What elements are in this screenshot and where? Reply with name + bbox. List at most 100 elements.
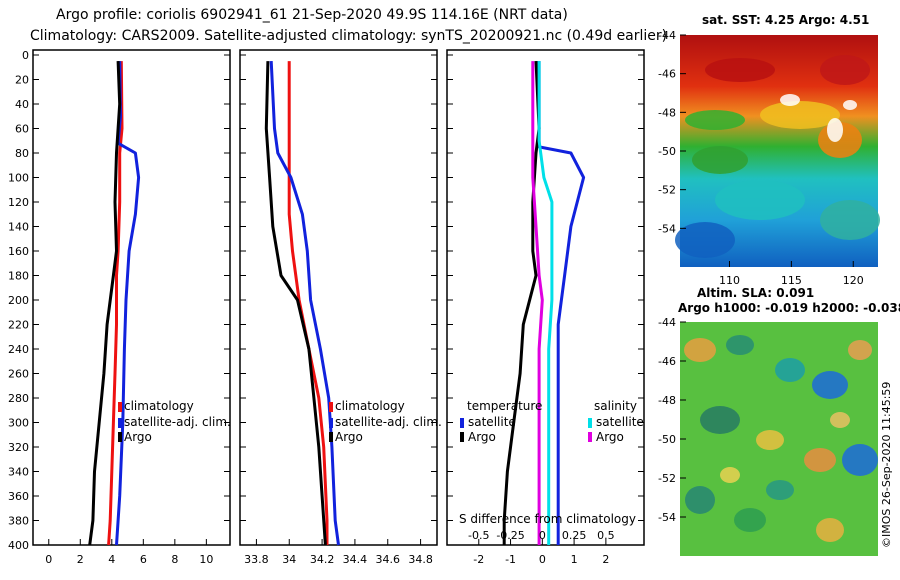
legend-swatch-satellite-adj [118,418,122,428]
sst-patch [820,200,880,240]
legend-swatch-argo [329,432,333,442]
legend-temp-argo: Argo [468,430,496,444]
legend-swatch-climatology [329,402,333,412]
sla-patch [848,340,872,360]
depth-tick-label: 300 [8,417,29,430]
sla-patch [775,358,805,382]
sst-patch [692,146,748,174]
legend-temperature-title: temperature [467,399,542,413]
depth-tick-label: 0 [22,49,29,62]
legend-sal-argo: Argo [596,430,624,444]
x-tick-label: 6 [140,553,147,566]
sla-y-tick-label: -50 [658,433,676,446]
x-tick-label: 33.8 [244,553,269,566]
imos-credit: ©IMOS 26-Sep-2020 11:45:59 [880,382,893,548]
title-line-2: Climatology: CARS2009. Satellite-adjuste… [30,28,667,44]
legend-argo: Argo [335,430,363,444]
depth-tick-label: 100 [8,172,29,185]
salinity-diff-tick-label: -0.25 [496,529,524,542]
x-tick-label: 1 [571,553,578,566]
temperature-frame [32,49,231,546]
depth-tick-label: 200 [8,294,29,307]
series-salinity-argo [531,61,544,545]
sla-patch [830,412,850,428]
depth-tick-label: 400 [8,539,29,552]
sla-patch [720,467,740,483]
depth-tick-label: 320 [8,441,29,454]
sla-map-title-1: Altim. SLA: 0.091 [697,286,814,300]
sst-y-tick-label: -48 [658,106,676,119]
x-tick-label: 8 [171,553,178,566]
salinity-diff-tick-label: 0.25 [562,529,587,542]
sst-y-tick-label: -50 [658,145,676,158]
sla-patch [726,335,754,355]
depth-tick-label: 60 [15,123,29,136]
series-argo [264,61,327,546]
sst-y-tick-label: -44 [658,29,676,42]
legend-climatology: climatology [124,399,194,413]
depth-tick-label: 160 [8,245,29,258]
temperature-panel: 0204060801001201401601802002202402602803… [8,49,231,566]
x-tick-label: -1 [505,553,516,566]
legend-swatch-sal-argo [588,432,592,442]
x-tick-label: 0 [539,553,546,566]
sst-y-tick-label: -52 [658,184,676,197]
legend-sal-satellite: satellite [596,415,644,429]
sst-patch [843,100,857,110]
sla-patch [685,486,715,514]
legend-argo: Argo [124,430,152,444]
depth-tick-label: 20 [15,74,29,87]
sst-patch [685,110,745,130]
sst-y-tick-label: -46 [658,68,676,81]
legend-satellite-adj: satellite-adj. clim. [124,415,231,429]
legend-swatch-sal-satellite [588,418,592,428]
series-temperature-argo [502,61,541,545]
title-line-1: Argo profile: coriolis 6902941_61 21-Sep… [56,7,568,23]
temperature-legend: climatology satellite-adj. clim. Argo [118,399,231,444]
series-climatology [107,61,124,546]
depth-tick-label: 180 [8,270,29,283]
legend-swatch-climatology [118,402,122,412]
sst-map-title: sat. SST: 4.25 Argo: 4.51 [702,13,869,27]
salinity-legend: climatology satellite-adj. clim. Argo [329,399,442,444]
sla-patch [734,508,766,532]
sst-patch [715,180,805,220]
depth-tick-label: 80 [15,147,29,160]
depth-tick-label: 280 [8,392,29,405]
sla-patch [804,448,836,472]
x-tick-label: 34.6 [376,553,401,566]
x-tick-label: -2 [473,553,484,566]
depth-tick-label: 40 [15,98,29,111]
sst-patch [705,58,775,82]
x-tick-label: 34 [282,553,296,566]
sst-x-tick-label: 120 [843,274,864,287]
depth-tick-label: 340 [8,466,29,479]
depth-tick-label: 240 [8,343,29,356]
sst-patch [675,222,735,258]
legend-salinity-title: salinity [594,399,637,413]
x-tick-label: 34.8 [408,553,433,566]
legend-swatch-argo [118,432,122,442]
legend-swatch-satellite-adj [329,418,333,428]
x-tick-label: 0 [45,553,52,566]
salinity-frame [239,49,438,546]
sla-y-tick-label: -54 [658,511,676,524]
sla-y-tick-label: -48 [658,394,676,407]
sla-patch [816,518,844,542]
sst-patch [820,55,870,85]
series-satellite-adj-clim- [269,61,340,546]
legend-swatch-temp-satellite [460,418,464,428]
legend-temp-satellite: satellite [468,415,516,429]
x-tick-label: 34.2 [310,553,335,566]
sla-y-tick-label: -46 [658,355,676,368]
sla-patch [812,371,848,399]
sst-x-tick-label: 115 [781,274,802,287]
legend-climatology: climatology [335,399,405,413]
salinity-panel: 33.8 34 34.2 34.4 34.6 34.8 climatology satel… [239,49,442,566]
depth-tick-label: 140 [8,221,29,234]
sla-map-title-2: Argo h1000: -0.019 h2000: -0.038 [678,301,900,315]
sla-patch [700,406,740,434]
depth-tick-label: 380 [8,515,29,528]
sla-patch [766,480,794,500]
depth-tick-label: 120 [8,196,29,209]
